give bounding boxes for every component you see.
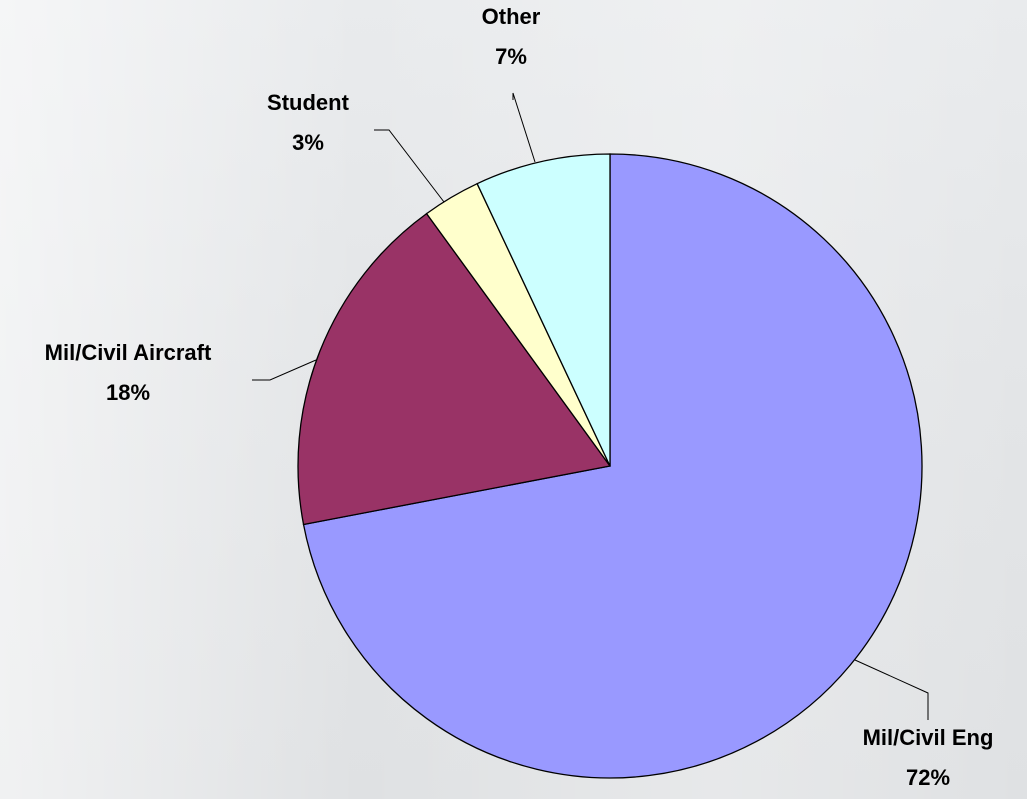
leader-line-mil-civil-eng — [854, 659, 929, 720]
slice-label-student: Student — [267, 90, 350, 115]
pie-slice-other — [476, 153, 611, 467]
slice-percent-mil-civil-eng: 72% — [906, 765, 950, 790]
leader-line-student — [374, 129, 445, 203]
pie-slice-mil-civil-eng — [302, 153, 923, 779]
leader-lines-layer — [252, 92, 929, 720]
labels-layer: Mil/Civil Eng 72% Mil/Civil Aircraft 18% Stu… — [45, 4, 994, 790]
leader-line-other — [512, 92, 536, 163]
slices-layer — [297, 153, 923, 779]
slice-percent-mil-civil-aircraft: 18% — [106, 380, 150, 405]
leader-line-mil-civil-aircraft — [252, 359, 317, 381]
slice-label-mil-civil-aircraft: Mil/Civil Aircraft — [45, 340, 212, 365]
pie-slice-mil-civil-aircraft — [297, 212, 612, 526]
slice-label-other: Other — [482, 4, 541, 29]
slice-percent-other: 7% — [495, 44, 527, 69]
slice-percent-student: 3% — [292, 130, 324, 155]
slice-label-mil-civil-eng: Mil/Civil Eng — [863, 725, 994, 750]
